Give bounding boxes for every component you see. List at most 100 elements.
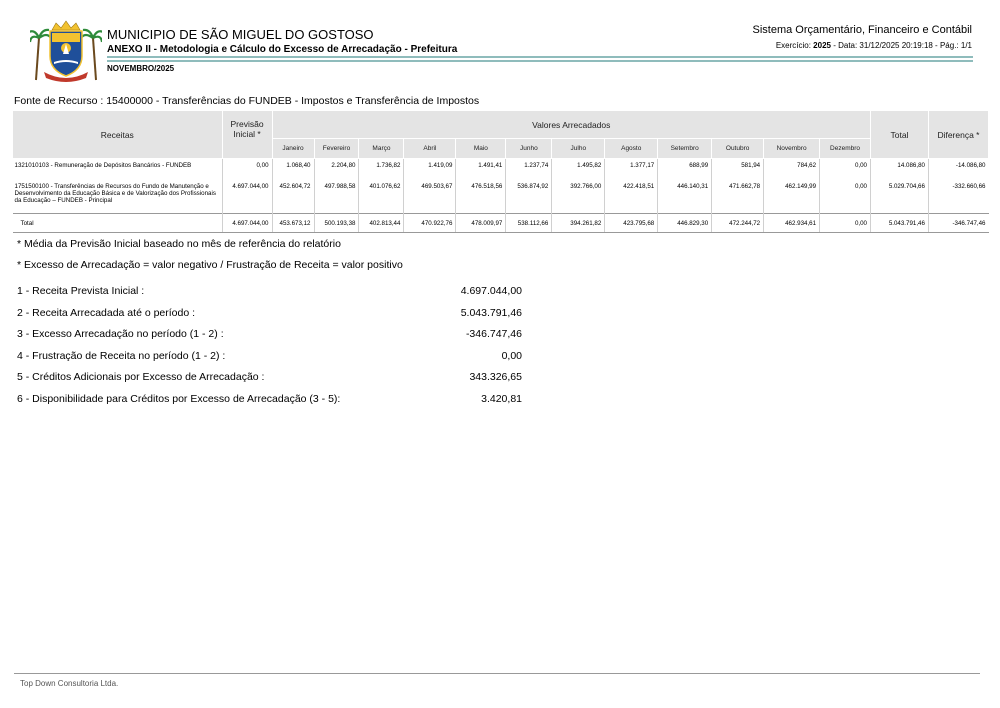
summary-row: 2 - Receita Arrecadada até o período : 5.… xyxy=(17,307,522,329)
month-value: 688,99 xyxy=(657,158,712,181)
month-value: 469.503,67 xyxy=(403,181,456,214)
summary-value: 0,00 xyxy=(501,349,522,362)
summary-label: 5 - Créditos Adicionais por Excesso de A… xyxy=(17,371,265,383)
summary-value: 343.326,65 xyxy=(469,371,522,383)
resource-source: Fonte de Recurso : 15400000 - Transferên… xyxy=(14,95,480,107)
summary-label: 1 - Receita Prevista Inicial : xyxy=(17,285,145,297)
note-item: * Média da Previsão Inicial baseado no m… xyxy=(17,238,341,250)
month-value: 1.419,09 xyxy=(403,158,456,181)
col-valores-arrecadados: Valores Arrecadados xyxy=(271,110,872,139)
month-value: 402.813,44 xyxy=(358,213,404,233)
previsao-value: 0,00 xyxy=(221,158,273,181)
header-divider xyxy=(107,60,973,62)
footer-company: Top Down Consultoria Ltda. xyxy=(20,679,119,688)
month-value: 423.795,68 xyxy=(604,213,658,233)
diferenca-value: -14.086,80 xyxy=(927,158,989,181)
month-header: Março xyxy=(358,138,405,159)
col-previsao: Previsão Inicial * xyxy=(221,110,273,159)
col-receitas: Receitas xyxy=(12,110,223,159)
summary-row: 1 - Receita Prevista Inicial : 4.697.044,… xyxy=(17,285,522,307)
summary-label: 3 - Excesso Arrecadação no período (1 - … xyxy=(17,328,224,340)
header-divider xyxy=(107,56,973,58)
col-total: Total xyxy=(870,110,929,159)
annex-title: ANEXO II - Metodologia e Cálculo do Exce… xyxy=(107,44,458,55)
month-value: 497.988,58 xyxy=(313,181,359,214)
month-header: Outubro xyxy=(711,138,765,159)
summary-row: 5 - Créditos Adicionais por Excesso de A… xyxy=(17,371,522,393)
month-value: 784,62 xyxy=(763,158,820,181)
summary-value: -346.747,46 xyxy=(465,328,522,340)
month-header: Abril xyxy=(403,138,457,159)
month-value: 1.491,41 xyxy=(455,158,506,181)
month-header: Dezembro xyxy=(819,138,871,159)
summary-value: 4.697.044,00 xyxy=(460,285,522,297)
month-value: 470.922,76 xyxy=(403,213,456,233)
month-value: 453.673,12 xyxy=(271,213,314,233)
month-value: 462.149,99 xyxy=(763,181,820,214)
month-header: Junho xyxy=(505,138,553,159)
month-value: 1.495,82 xyxy=(551,158,605,181)
summary-label: 6 - Disponibilidade para Créditos por Ex… xyxy=(17,392,341,405)
month-value: 581,94 xyxy=(711,158,764,181)
month-value: 446.140,31 xyxy=(657,181,712,214)
table-row: 1321010103 - Remuneração de Depósitos Ba… xyxy=(13,158,989,181)
month-header: Fevereiro xyxy=(313,138,360,159)
summary-label: 2 - Receita Arrecadada até o período : xyxy=(17,306,196,319)
month-header: Maio xyxy=(455,138,507,159)
month-value: 452.604,72 xyxy=(271,181,314,214)
report-header: MUNICIPIO DE SÃO MIGUEL DO GOSTOSO ANEXO… xyxy=(107,27,458,74)
summary-row: 3 - Excesso Arrecadação no período (1 - … xyxy=(17,328,522,350)
diferenca-value: -332.660,66 xyxy=(927,181,989,214)
municipality-name: MUNICIPIO DE SÃO MIGUEL DO GOSTOSO xyxy=(107,27,374,42)
month-header: Julho xyxy=(551,138,606,159)
previsao-value: 4.697.044,00 xyxy=(221,213,273,233)
month-value: 0,00 xyxy=(819,158,871,181)
coat-of-arms-logo xyxy=(30,20,102,82)
report-meta: Exercício: 2025 - Data: 31/12/2025 20:19… xyxy=(753,41,972,50)
summary-label: 4 - Frustração de Receita no período (1 … xyxy=(17,349,226,362)
diferenca-value: -346.747,46 xyxy=(927,213,989,233)
total-value: 5.029.704,66 xyxy=(870,181,929,214)
month-header: Agosto xyxy=(604,138,659,159)
month-value: 1.237,74 xyxy=(505,158,552,181)
month-value: 446.829,30 xyxy=(657,213,712,233)
summary-value: 5.043.791,46 xyxy=(460,306,522,319)
system-name: Sistema Orçamentário, Financeiro e Contá… xyxy=(752,24,972,36)
month-value: 1.736,82 xyxy=(358,158,404,181)
month-value: 392.766,00 xyxy=(551,181,605,214)
month-value: 472.244,72 xyxy=(711,213,764,233)
revenue-description: 1321010103 - Remuneração de Depósitos Ba… xyxy=(14,162,192,169)
month-value: 1.377,17 xyxy=(604,158,658,181)
month-value: 0,00 xyxy=(819,181,871,214)
month-header: Setembro xyxy=(657,138,713,159)
month-value: 500.193,38 xyxy=(313,213,359,233)
revenue-table: Receitas Previsão Inicial * Valores Arre… xyxy=(12,110,990,233)
month-value: 536.874,92 xyxy=(505,181,552,214)
total-value: 5.043.791,46 xyxy=(870,213,929,233)
month-value: 401.076,62 xyxy=(358,181,404,214)
footer-divider xyxy=(14,673,980,674)
total-row: Total 4.697.044,00 453.673,12 500.193,38 402… xyxy=(12,213,989,233)
month-value: 478.009,97 xyxy=(455,213,506,233)
month-value: 462.934,61 xyxy=(763,213,820,233)
report-period: NOVEMBRO/2025 xyxy=(107,64,175,73)
exercise-label: Exercício: xyxy=(775,41,811,50)
total-label: Total xyxy=(12,213,223,233)
date-info: - Data: 31/12/2025 20:19:18 - xyxy=(833,41,938,50)
month-value: 1.068,40 xyxy=(271,158,314,181)
summary-list: 1 - Receita Prevista Inicial : 4.697.044,… xyxy=(17,285,522,414)
summary-row: 4 - Frustração de Receita no período (1 … xyxy=(17,350,522,372)
month-header: Novembro xyxy=(763,138,821,159)
notes: * Média da Previsão Inicial baseado no m… xyxy=(17,238,403,280)
month-value: 476.518,56 xyxy=(455,181,506,214)
month-value: 2.204,80 xyxy=(313,158,359,181)
month-value: 471.662,78 xyxy=(711,181,764,214)
month-header: Janeiro xyxy=(271,138,315,159)
month-value: 394.261,82 xyxy=(551,213,605,233)
note-item: * Excesso de Arrecadação = valor negativ… xyxy=(17,259,403,271)
summary-row: 6 - Disponibilidade para Créditos por Ex… xyxy=(17,393,522,415)
total-value: 14.086,80 xyxy=(870,158,929,181)
month-value: 0,00 xyxy=(819,213,871,233)
table-row: 1751500100 - Transferências de Recursos … xyxy=(13,181,989,214)
col-diferenca: Diferença * xyxy=(927,110,990,159)
